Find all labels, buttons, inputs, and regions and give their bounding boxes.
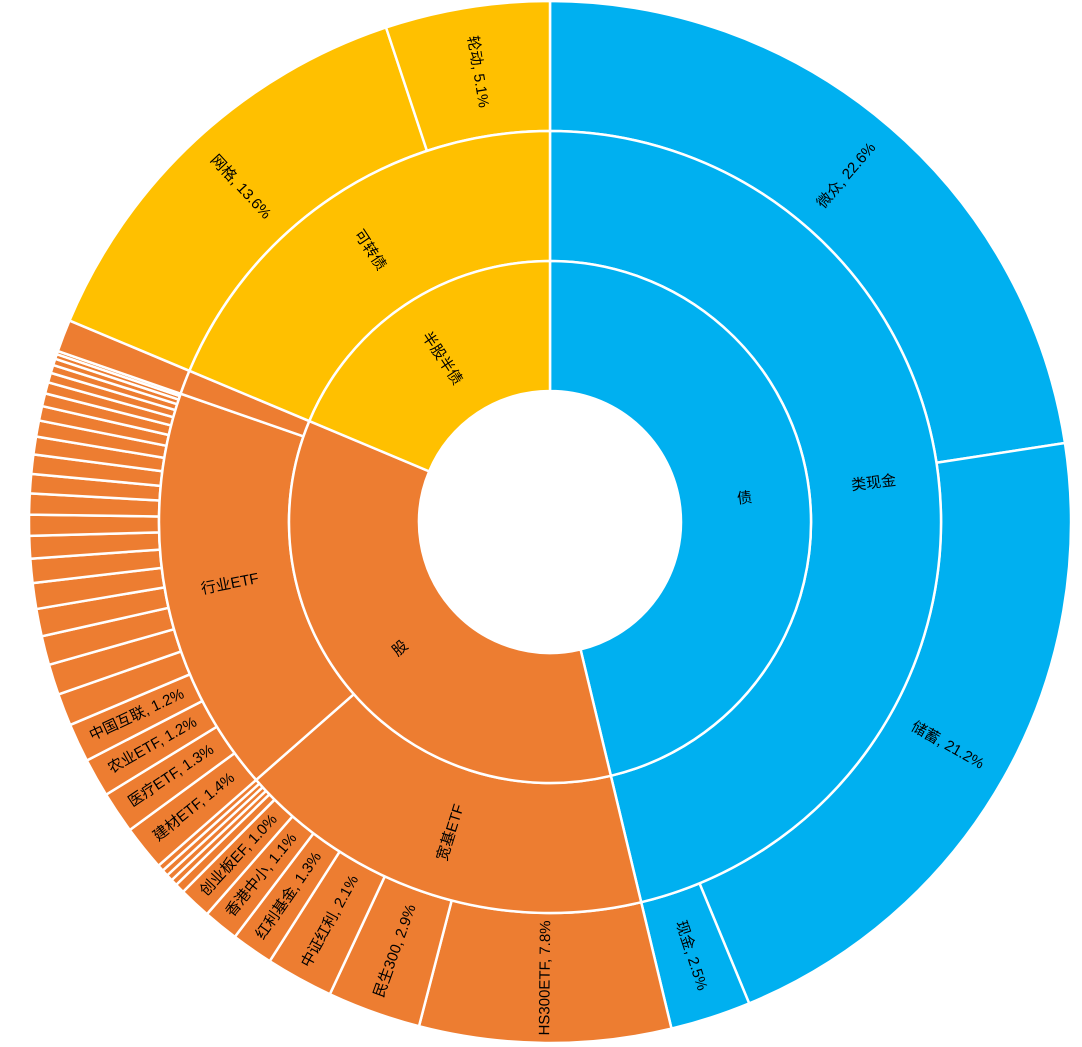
segment-label-l2-0: 类现金 [850,472,897,494]
segment-label-l1-0: 债 [736,489,753,508]
segment-l3-item-38 [27,513,161,538]
center-hole [419,391,681,653]
sunburst-segments [27,0,1073,1045]
segment-label-l3-7: HS300ETF, 7.8% [536,920,554,1035]
